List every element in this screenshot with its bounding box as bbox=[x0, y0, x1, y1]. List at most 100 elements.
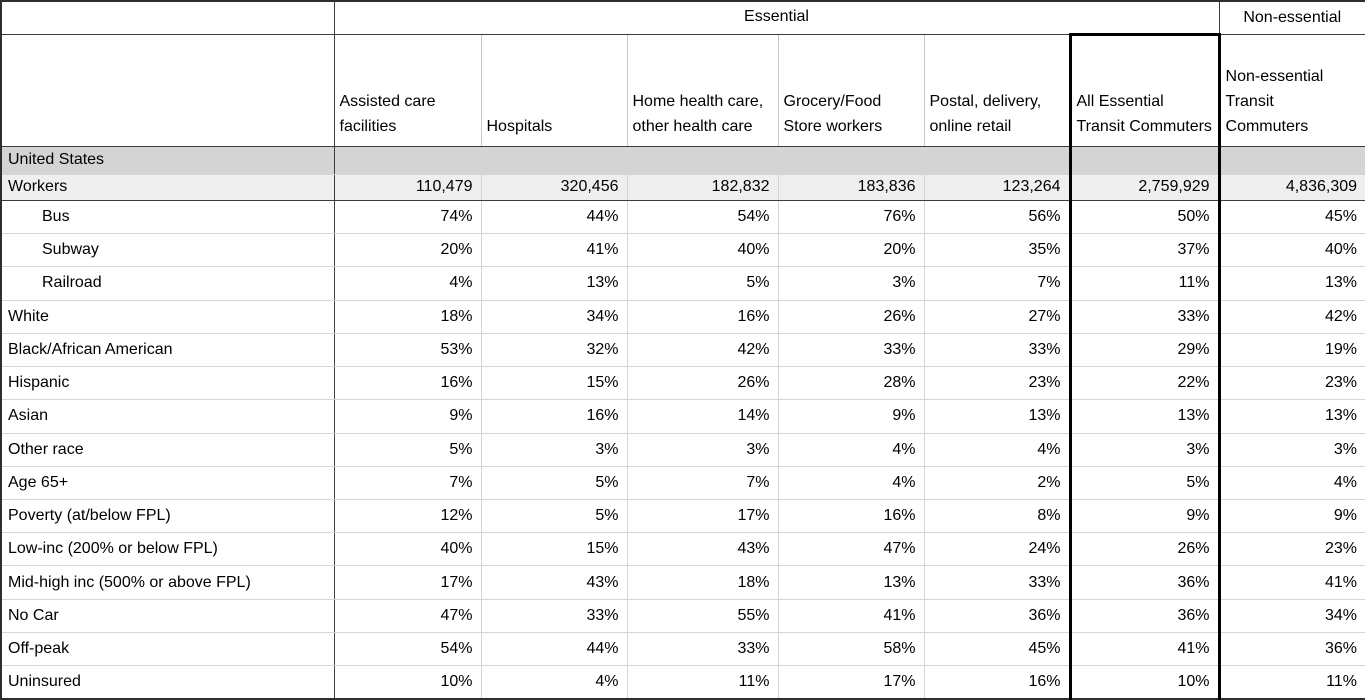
cell: 16% bbox=[333, 366, 482, 401]
cell: 4% bbox=[923, 432, 1071, 467]
table-row: Uninsured 10% 4% 11% 17% 16% 10% 11% bbox=[1, 665, 1365, 700]
row-label: Mid-high inc (500% or above FPL) bbox=[1, 565, 335, 600]
cell: 42% bbox=[626, 332, 779, 368]
cell: 47% bbox=[777, 532, 925, 567]
cell: 13% bbox=[1068, 399, 1221, 434]
cell: 45% bbox=[923, 631, 1071, 667]
group-header-essential: Essential bbox=[333, 0, 1220, 35]
table-row: Hispanic 16% 15% 26% 28% 23% 22% 23% bbox=[1, 366, 1365, 401]
cell: 43% bbox=[480, 565, 628, 600]
cell: 9% bbox=[333, 399, 482, 434]
cell bbox=[480, 145, 628, 175]
cell: 13% bbox=[777, 565, 925, 600]
row-label: Workers bbox=[1, 173, 335, 201]
table-row: White 18% 34% 16% 26% 27% 33% 42% bbox=[1, 299, 1365, 334]
cell: 3% bbox=[1068, 432, 1221, 467]
cell: 11% bbox=[1218, 665, 1365, 700]
cell: 26% bbox=[1068, 532, 1221, 567]
cell bbox=[626, 145, 779, 175]
row-label: Low-inc (200% or below FPL) bbox=[1, 532, 335, 567]
cell: 24% bbox=[923, 532, 1071, 567]
row-label-header bbox=[0, 33, 335, 147]
col-header-non-essential: Non-essential Transit Commuters bbox=[1218, 33, 1365, 147]
cell: 43% bbox=[626, 532, 779, 567]
row-label: Other race bbox=[1, 432, 335, 467]
column-header-row: Assisted care facilities Hospitals Home … bbox=[0, 32, 1365, 147]
cell: 58% bbox=[777, 631, 925, 667]
cell: 37% bbox=[1068, 233, 1221, 268]
cell: 74% bbox=[333, 199, 482, 235]
cell bbox=[777, 145, 925, 175]
cell: 41% bbox=[480, 233, 628, 268]
cell: 18% bbox=[626, 565, 779, 600]
cell: 36% bbox=[1068, 598, 1221, 633]
row-label: Bus bbox=[1, 199, 335, 235]
cell: 14% bbox=[626, 399, 779, 434]
cell: 4,836,309 bbox=[1218, 173, 1365, 201]
cell: 10% bbox=[1068, 665, 1221, 700]
cell: 13% bbox=[1218, 266, 1365, 301]
cell: 28% bbox=[777, 366, 925, 401]
cell: 3% bbox=[626, 432, 779, 467]
cell: 20% bbox=[777, 233, 925, 268]
row-label: Age 65+ bbox=[1, 465, 335, 501]
table-row: Subway 20% 41% 40% 20% 35% 37% 40% bbox=[1, 233, 1365, 268]
cell: 76% bbox=[777, 199, 925, 235]
cell: 56% bbox=[923, 199, 1071, 235]
cell: 182,832 bbox=[626, 173, 779, 201]
cell: 22% bbox=[1068, 366, 1221, 401]
cell: 16% bbox=[777, 498, 925, 534]
cell: 36% bbox=[923, 598, 1071, 633]
row-label: Hispanic bbox=[1, 366, 335, 401]
cell: 7% bbox=[626, 465, 779, 501]
cell: 11% bbox=[626, 665, 779, 700]
cell: 123,264 bbox=[923, 173, 1071, 201]
cell: 53% bbox=[333, 332, 482, 368]
cell: 7% bbox=[333, 465, 482, 501]
cell: 23% bbox=[923, 366, 1071, 401]
cell: 13% bbox=[480, 266, 628, 301]
cell: 7% bbox=[923, 266, 1071, 301]
cell: 34% bbox=[480, 299, 628, 334]
cell: 3% bbox=[777, 266, 925, 301]
row-label: Uninsured bbox=[1, 665, 335, 700]
row-label: No Car bbox=[1, 598, 335, 633]
group-header-non-essential: Non-essential bbox=[1218, 0, 1365, 35]
cell: 44% bbox=[480, 199, 628, 235]
cell: 34% bbox=[1218, 598, 1365, 633]
cell: 27% bbox=[923, 299, 1071, 334]
col-header-grocery: Grocery/Food Store workers bbox=[777, 33, 925, 147]
cell bbox=[333, 145, 482, 175]
cell: 16% bbox=[480, 399, 628, 434]
table-row: Bus 74% 44% 54% 76% 56% 50% 45% bbox=[1, 199, 1365, 235]
table-row: Off-peak 54% 44% 33% 58% 45% 41% 36% bbox=[1, 631, 1365, 667]
cell: 40% bbox=[1218, 233, 1365, 268]
col-header-assisted-care: Assisted care facilities bbox=[333, 33, 482, 147]
table-row: Railroad 4% 13% 5% 3% 7% 11% 13% bbox=[1, 266, 1365, 301]
cell: 54% bbox=[333, 631, 482, 667]
cell: 18% bbox=[333, 299, 482, 334]
cell: 5% bbox=[626, 266, 779, 301]
col-header-home-health: Home health care, other health care bbox=[626, 33, 779, 147]
table-row-workers: Workers 110,479 320,456 182,832 183,836 123,2… bbox=[1, 173, 1365, 201]
cell: 32% bbox=[480, 332, 628, 368]
cell: 44% bbox=[480, 631, 628, 667]
row-label: Black/African American bbox=[1, 332, 335, 368]
cell: 29% bbox=[1068, 332, 1221, 368]
cell: 19% bbox=[1218, 332, 1365, 368]
cell: 17% bbox=[777, 665, 925, 700]
cell: 50% bbox=[1068, 199, 1221, 235]
row-label: Asian bbox=[1, 399, 335, 434]
cell: 23% bbox=[1218, 532, 1365, 567]
col-header-postal: Postal, delivery, online retail bbox=[923, 33, 1071, 147]
table-row: Black/African American 53% 32% 42% 33% 33% 29%… bbox=[1, 332, 1365, 368]
cell: 41% bbox=[777, 598, 925, 633]
cell bbox=[923, 145, 1071, 175]
cell: 320,456 bbox=[480, 173, 628, 201]
cell: 20% bbox=[333, 233, 482, 268]
row-label: Railroad bbox=[1, 266, 335, 301]
cell: 4% bbox=[480, 665, 628, 700]
table-row: Poverty (at/below FPL) 12% 5% 17% 16% 8% 9% 9% bbox=[1, 498, 1365, 534]
cell bbox=[1218, 145, 1365, 175]
